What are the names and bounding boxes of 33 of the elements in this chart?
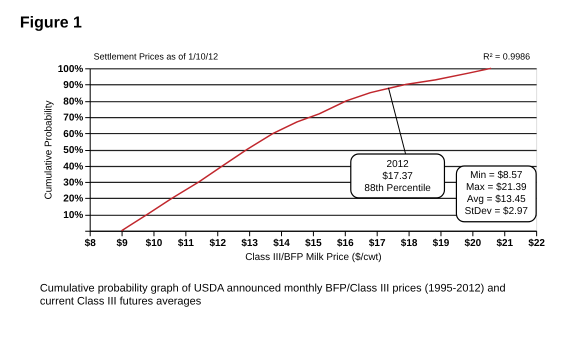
y-tick-label: 100% (58, 64, 84, 75)
annotation: 2012 $17.37 88th Percentile (364, 158, 432, 194)
annotation: Min = $8.57 Max = $21.39 Avg = $13.45 StDev = $2.97 (464, 170, 528, 217)
y-tick-label: 10% (63, 210, 84, 221)
x-tick-label: $15 (305, 238, 322, 250)
x-tick-label: $19 (432, 238, 450, 250)
y-tick-label: 90% (63, 80, 84, 92)
x-tick-label: $20 (464, 238, 482, 250)
y-tick-label: 60% (63, 128, 84, 140)
x-tick-label: $11 (178, 238, 194, 250)
y-axis-title: Cumulative Probability (44, 100, 55, 200)
text: Cumulative probability graph of USDA announced monthly BFP/Class III prices (1995-2012) and current Class III futures averages (40, 282, 506, 308)
text: R² = 0.9986 (483, 51, 530, 62)
text: Settlement Prices as of 1/10/12 (94, 51, 218, 62)
x-axis-title: Class III/BFP Milk Price ($/cwt) (245, 252, 382, 264)
y-tick-label: 40% (63, 161, 84, 172)
chart-title: Figure 1 (20, 14, 82, 32)
x-tick-label: $12 (209, 238, 227, 250)
x-tick-label: $10 (146, 238, 163, 250)
y-tick-label: 80% (63, 96, 84, 108)
y-tick-label: 30% (63, 178, 84, 188)
x-tick-label: $14 (273, 238, 290, 250)
x-tick-label: $13 (241, 238, 258, 250)
x-tick-label: $16 (336, 238, 354, 250)
x-tick-label: $17 (368, 238, 386, 250)
x-tick-label: $9 (116, 238, 128, 250)
y-tick-label: 20% (63, 194, 84, 205)
x-tick-label: $21 (496, 238, 514, 250)
x-tick-label: $22 (528, 238, 546, 250)
x-tick-label: $8 (84, 238, 96, 250)
y-tick-label: 50% (63, 145, 84, 156)
y-tick-label: 70% (63, 112, 84, 124)
x-tick-label: $18 (400, 238, 418, 250)
